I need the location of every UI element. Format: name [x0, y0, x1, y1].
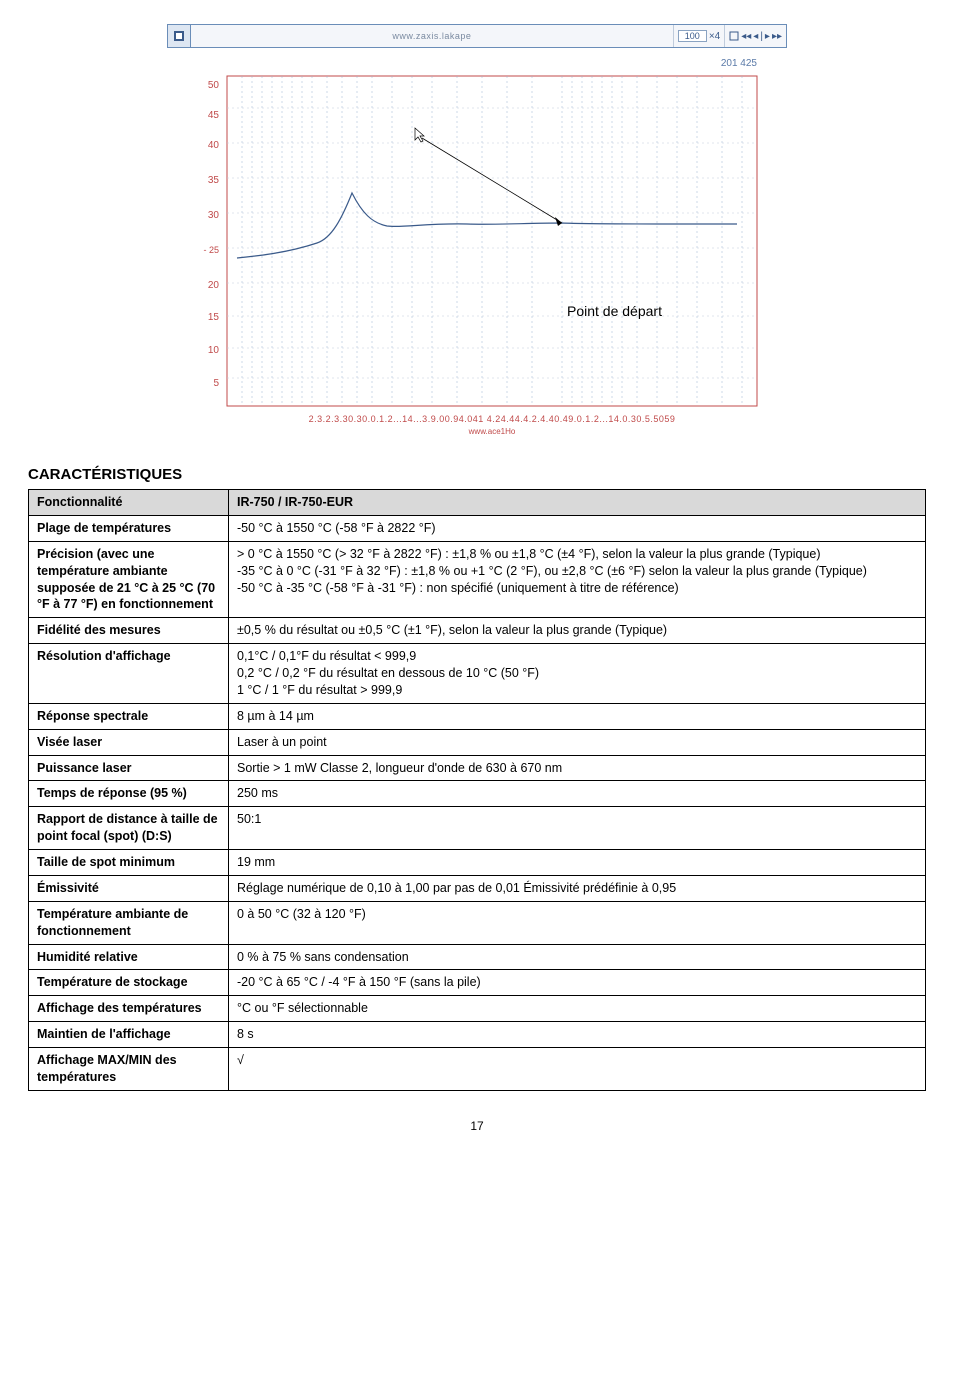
next-icon[interactable]: ▸▸ — [772, 31, 782, 42]
svg-text:15: 15 — [208, 312, 220, 323]
chart-toolbar: www.zaxis.lakape 100 ×4 ◂◂ ◂ | ▸ ▸▸ — [167, 24, 787, 48]
table-row: Temps de réponse (95 %)250 ms — [29, 781, 926, 807]
table-row: Affichage des températures°C ou °F sélec… — [29, 996, 926, 1022]
row-value: 0,1°C / 0,1°F du résultat < 999,90,2 °C … — [229, 644, 926, 704]
table-row: Humidité relative0 % à 75 % sans condens… — [29, 944, 926, 970]
table-row: Réponse spectrale8 µm à 14 µm — [29, 703, 926, 729]
svg-text:40: 40 — [208, 140, 220, 151]
row-value: -50 °C à 1550 °C (-58 °F à 2822 °F) — [229, 515, 926, 541]
row-value: 8 s — [229, 1022, 926, 1048]
header-col2: IR-750 / IR-750-EUR — [229, 490, 926, 516]
zoom-label: ×4 — [709, 31, 720, 42]
row-label: Affichage MAX/MIN des températures — [29, 1048, 229, 1091]
coord-readout: 201 425 — [721, 58, 758, 69]
svg-text:5: 5 — [213, 378, 219, 389]
row-label: Émissivité — [29, 875, 229, 901]
svg-text:20: 20 — [208, 280, 220, 291]
row-label: Taille de spot minimum — [29, 850, 229, 876]
row-label: Résolution d'affichage — [29, 644, 229, 704]
row-label: Réponse spectrale — [29, 703, 229, 729]
table-row: Puissance laserSortie > 1 mW Classe 2, l… — [29, 755, 926, 781]
row-value: > 0 °C à 1550 °C (> 32 °F à 2822 °F) : ±… — [229, 541, 926, 618]
row-value: 0 à 50 °C (32 à 120 °F) — [229, 901, 926, 944]
section-title: CARACTÉRISTIQUES — [28, 466, 926, 483]
row-label: Puissance laser — [29, 755, 229, 781]
row-value: 8 µm à 14 µm — [229, 703, 926, 729]
table-row: Résolution d'affichage0,1°C / 0,1°F du r… — [29, 644, 926, 704]
row-label: Température de stockage — [29, 970, 229, 996]
row-value: 0 % à 75 % sans condensation — [229, 944, 926, 970]
table-row: Affichage MAX/MIN des températures√ — [29, 1048, 926, 1091]
fwd-icon[interactable]: ▸ — [765, 31, 770, 42]
page-number-box: 100 — [678, 30, 707, 42]
page-number: 17 — [28, 1119, 926, 1133]
row-value: Sortie > 1 mW Classe 2, longueur d'onde … — [229, 755, 926, 781]
row-value: Réglage numérique de 0,10 à 1,00 par pas… — [229, 875, 926, 901]
row-value: °C ou °F sélectionnable — [229, 996, 926, 1022]
table-row: Température ambiante de fonctionnement0 … — [29, 901, 926, 944]
chart-region: www.zaxis.lakape 100 ×4 ◂◂ ◂ | ▸ ▸▸ 201 … — [167, 24, 787, 448]
svg-text:2.3.2.3.30.30.0.1.2...14...3.9: 2.3.2.3.30.30.0.1.2...14...3.9.00.94.041… — [309, 414, 676, 424]
row-value: 50:1 — [229, 807, 926, 850]
header-col1: Fonctionnalité — [29, 490, 229, 516]
toolbar-title: www.zaxis.lakape — [191, 31, 673, 41]
table-header-row: FonctionnalitéIR-750 / IR-750-EUR — [29, 490, 926, 516]
zoom-icon[interactable] — [729, 31, 739, 41]
row-label: Précision (avec une température ambiante… — [29, 541, 229, 618]
table-row: ÉmissivitéRéglage numérique de 0,10 à 1,… — [29, 875, 926, 901]
chart-plot: 201 425 Point de départ 50 45 40 35 30 — [167, 48, 787, 448]
back-icon[interactable]: ◂ — [753, 31, 758, 42]
table-row: Température de stockage-20 °C à 65 °C / … — [29, 970, 926, 996]
row-label: Rapport de distance à taille de point fo… — [29, 807, 229, 850]
chart-annotation: Point de départ — [567, 303, 662, 319]
row-label: Visée laser — [29, 729, 229, 755]
row-value: √ — [229, 1048, 926, 1091]
row-value: ±0,5 % du résultat ou ±0,5 °C (±1 °F), s… — [229, 618, 926, 644]
row-label: Humidité relative — [29, 944, 229, 970]
app-icon — [168, 25, 191, 47]
row-label: Maintien de l'affichage — [29, 1022, 229, 1048]
svg-text:10: 10 — [208, 345, 220, 356]
row-label: Affichage des températures — [29, 996, 229, 1022]
row-value: 19 mm — [229, 850, 926, 876]
table-row: Plage de températures-50 °C à 1550 °C (-… — [29, 515, 926, 541]
row-label: Temps de réponse (95 %) — [29, 781, 229, 807]
row-value: Laser à un point — [229, 729, 926, 755]
row-value: -20 °C à 65 °C / -4 °F à 150 °F (sans la… — [229, 970, 926, 996]
svg-text:30: 30 — [208, 210, 220, 221]
row-label: Fidélité des mesures — [29, 618, 229, 644]
row-label: Plage de températures — [29, 515, 229, 541]
sep-icon: | — [760, 31, 763, 42]
table-row: Maintien de l'affichage8 s — [29, 1022, 926, 1048]
spec-table: FonctionnalitéIR-750 / IR-750-EURPlage d… — [28, 489, 926, 1091]
prev-icon[interactable]: ◂◂ — [741, 31, 751, 42]
toolbar-page-box: 100 ×4 — [673, 25, 724, 47]
svg-text:35: 35 — [208, 175, 220, 186]
row-value: 250 ms — [229, 781, 926, 807]
table-row: Visée laserLaser à un point — [29, 729, 926, 755]
svg-text:www.ace1Ho: www.ace1Ho — [468, 427, 516, 436]
row-label: Température ambiante de fonctionnement — [29, 901, 229, 944]
svg-text:- 25: - 25 — [203, 245, 219, 255]
table-row: Taille de spot minimum19 mm — [29, 850, 926, 876]
toolbar-nav[interactable]: ◂◂ ◂ | ▸ ▸▸ — [724, 25, 786, 47]
table-row: Précision (avec une température ambiante… — [29, 541, 926, 618]
table-row: Fidélité des mesures±0,5 % du résultat o… — [29, 618, 926, 644]
table-row: Rapport de distance à taille de point fo… — [29, 807, 926, 850]
svg-text:45: 45 — [208, 110, 220, 121]
svg-text:50: 50 — [208, 80, 220, 91]
